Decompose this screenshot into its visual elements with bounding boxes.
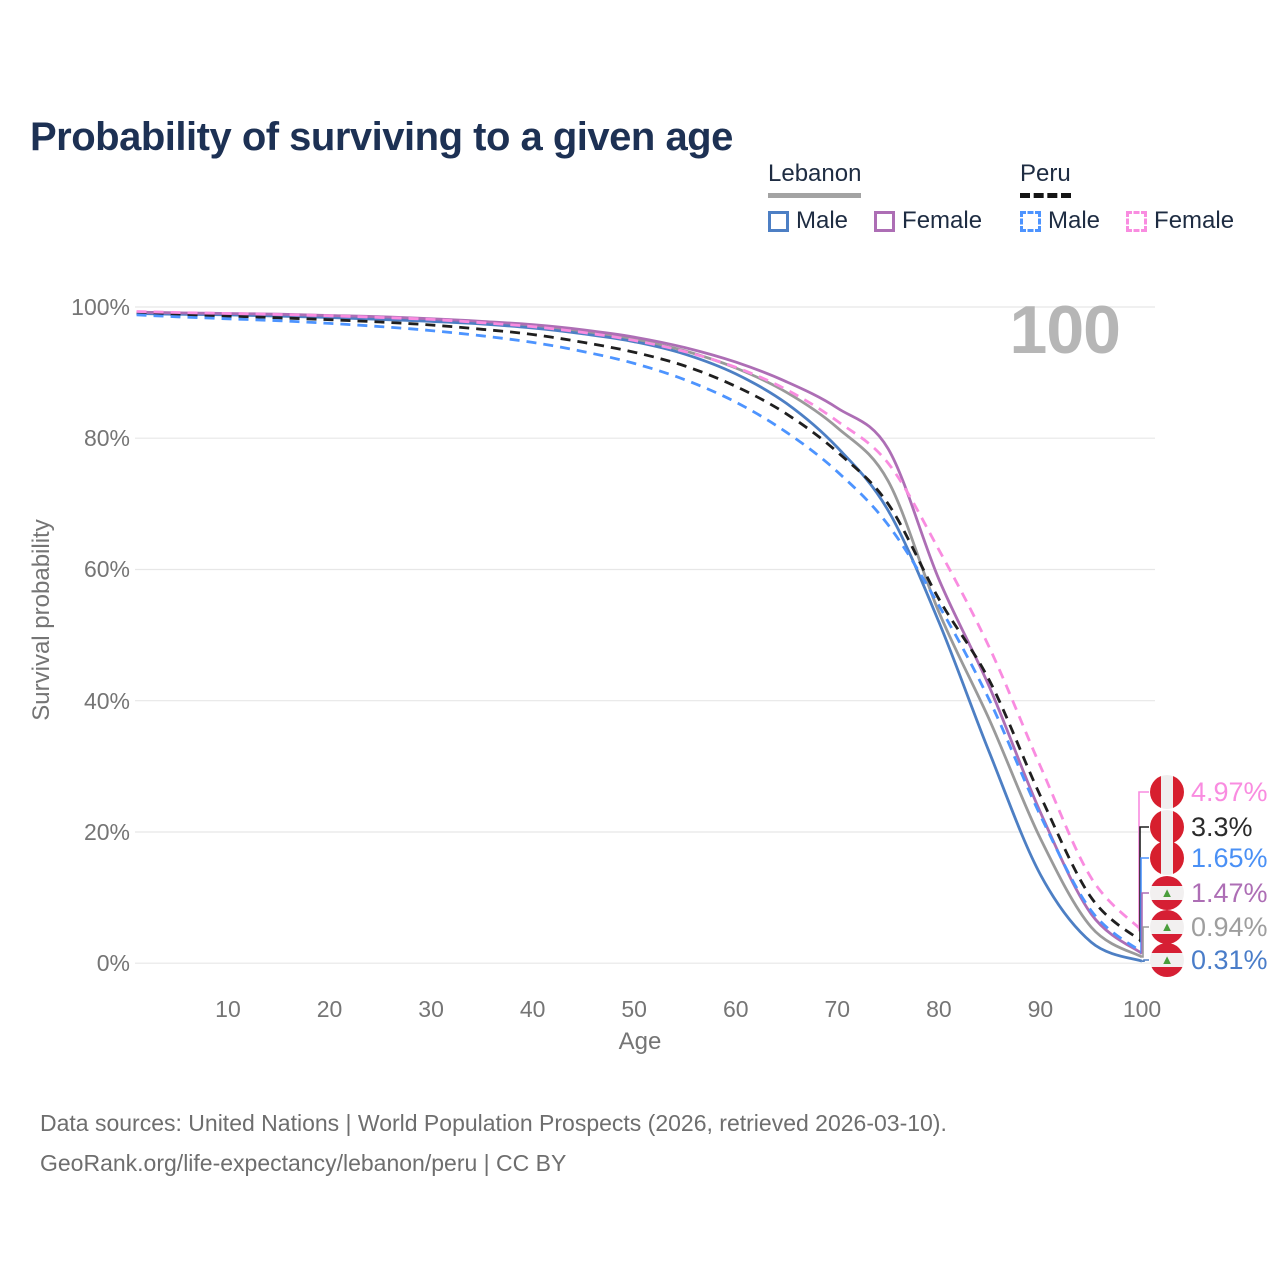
end-label-value: 1.47% [1191,877,1268,908]
lebanon-flag-icon: ▲ [1150,910,1184,944]
end-label-value: 3.3% [1191,811,1253,842]
legend-item-peru-male[interactable]: Male [1020,207,1100,235]
legend-item-peru-female[interactable]: Female [1126,207,1234,235]
y-tick-80%: 80% [83,425,130,452]
peru-flag-icon [1150,775,1184,809]
legend-label-lebanon-male: Male [796,207,849,234]
peru-flag-icon [1150,841,1184,875]
x-tick-20: 20 [316,996,343,1022]
x-tick-100: 100 [1122,996,1162,1022]
lebanon-female-swatch-icon [874,210,896,232]
x-axis-title: Age [618,1028,662,1055]
end-label-connector-lebanon-total [1142,926,1149,958]
cedar-tree-icon: ▲ [1160,884,1174,900]
curve-lebanon-male[interactable] [136,312,1143,963]
lebanon-flag-icon: ▲ [1150,943,1184,977]
y-tick-20%: 20% [83,818,130,845]
legend-item-lebanon-female[interactable]: Female [874,207,982,235]
legend-item-lebanon-male[interactable]: Male [768,207,848,235]
end-label-connector-lebanon-male [1142,959,1149,962]
peru-female-swatch-icon [1126,210,1148,232]
x-tick-70: 70 [824,996,851,1022]
legend-label-peru-female: Female [1154,207,1235,234]
peru-male-swatch-icon [1020,210,1041,232]
page-title: Probability of surviving to a given age [30,114,733,159]
curve-lebanon-total[interactable] [136,311,1143,959]
end-label-row-lebanon-male: ▲ 0.31% [1150,943,1268,977]
x-tick-50: 50 [621,996,647,1022]
x-tick-80: 80 [926,996,952,1022]
y-tick-100%: 100% [71,293,130,320]
end-label-connector-lebanon-female [1141,892,1149,954]
legend-header-lebanon[interactable]: Lebanon [768,160,862,198]
curve-peru-female[interactable] [136,310,1144,932]
x-tick-10: 10 [215,996,241,1022]
end-label-row-lebanon-total: ▲ 0.94% [1150,910,1268,944]
x-tick-40: 40 [519,996,546,1022]
end-label-value: 0.94% [1191,911,1268,942]
lebanon-flag-icon: ▲ [1150,876,1184,910]
legend-header-peru[interactable]: Peru [1020,160,1071,198]
legend-label-peru-male: Male [1048,207,1101,234]
curve-peru-male[interactable] [136,313,1143,954]
footer-line-2: GeoRank.org/life-expectancy/lebanon/peru… [40,1150,567,1176]
end-label-value: 1.65% [1191,842,1268,873]
peru-flag-icon [1150,810,1184,844]
cedar-tree-icon: ▲ [1160,951,1174,967]
curve-peru-total[interactable] [136,312,1143,943]
y-tick-60%: 60% [83,556,130,583]
y-tick-40%: 40% [83,687,130,714]
x-tick-60: 60 [722,996,749,1022]
end-label-row-peru-male: 1.65% [1150,841,1268,875]
end-label-row-peru-total: 3.3% [1150,810,1253,844]
end-label-value: 4.97% [1191,776,1268,807]
end-label-value: 0.31% [1191,944,1268,975]
curve-lebanon-female[interactable] [136,310,1143,955]
footer-line-1: Data sources: United Nations | World Pop… [40,1110,947,1136]
y-tick-0%: 0% [96,950,130,977]
age-watermark: 100 [1009,292,1121,368]
cedar-tree-icon: ▲ [1160,918,1174,934]
x-tick-30: 30 [418,996,444,1022]
y-axis-title: Survival probability [28,519,55,721]
x-tick-90: 90 [1027,996,1054,1022]
lebanon-male-swatch-icon [768,210,789,232]
legend-group-lebanon: Lebanon Male Female [768,160,982,235]
legend-group-peru: Peru Male Female [1020,160,1234,235]
end-label-row-peru-female: 4.97% [1150,775,1268,809]
legend-label-lebanon-female: Female [902,207,983,234]
end-label-row-lebanon-female: ▲ 1.47% [1150,876,1268,910]
footer-source-note: Data sources: United Nations | World Pop… [40,1103,947,1183]
